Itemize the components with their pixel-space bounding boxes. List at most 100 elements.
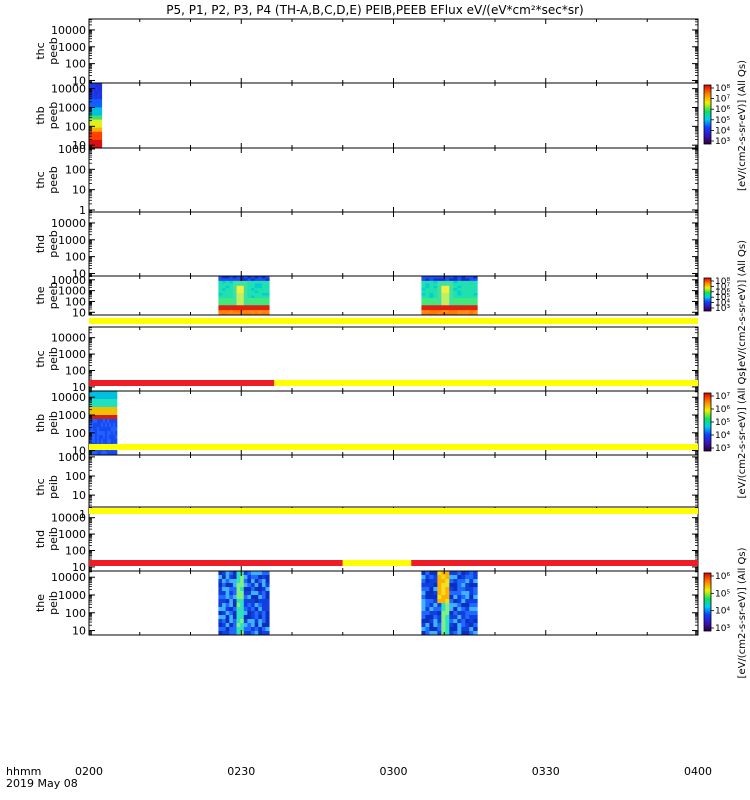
- spectrogram-cell: [247, 305, 252, 309]
- spectrogram-cell: [247, 627, 252, 632]
- spectrogram-cell: [112, 415, 116, 420]
- spectrogram-cell: [89, 119, 92, 125]
- spectrogram-cell: [236, 283, 241, 287]
- spectrogram-cell: [232, 595, 237, 600]
- spectrogram-cell: [254, 285, 259, 289]
- spectrogram-cell: [449, 285, 454, 289]
- spectrogram-cell: [102, 439, 106, 444]
- spectrogram-cell: [112, 423, 116, 428]
- spectrogram-cell: [258, 307, 263, 311]
- spectrogram-cell: [89, 139, 91, 145]
- spectrogram-cell: [265, 587, 270, 592]
- spectrogram-cell: [229, 276, 234, 279]
- spectrogram-cell: [449, 587, 454, 592]
- spectrogram-cell: [461, 591, 466, 596]
- spectrogram-cell: [433, 285, 438, 289]
- panel-the-peib: 10000 1000 100 10 the peib: [34, 570, 699, 638]
- spectrogram-cell: [254, 276, 259, 279]
- spectrogram-cell: [98, 111, 100, 116]
- panel-probe-label: thc: [34, 171, 47, 188]
- spectrogram-cell: [449, 310, 454, 313]
- spectrogram-cell: [102, 431, 106, 436]
- spectrogram-cell: [218, 300, 223, 304]
- spectrogram-cell: [425, 611, 430, 616]
- spectrogram-cell: [457, 310, 462, 313]
- spectrogram-cell: [441, 571, 446, 576]
- spectrogram-cell: [265, 623, 270, 628]
- spectrogram-cell: [225, 312, 230, 316]
- spectrogram-cell: [429, 295, 434, 299]
- y-tick-label: 10: [72, 561, 86, 574]
- spectrogram-cell: [254, 300, 259, 304]
- spectrogram-cell: [441, 305, 446, 309]
- spectrogram-cell: [108, 423, 112, 428]
- spectrogram-cell: [222, 575, 227, 580]
- spectrogram-cell: [433, 631, 438, 636]
- spectrogram-cell: [243, 310, 248, 313]
- spectrogram-cell: [97, 135, 99, 141]
- spectrogram-cell: [425, 627, 430, 632]
- spectrogram-cell: [465, 307, 470, 311]
- spectrogram-cell: [98, 123, 100, 129]
- spectrogram-cell: [225, 615, 230, 620]
- spectrogram-cell: [229, 623, 234, 628]
- time-axis-date: 2019 May 08: [6, 777, 78, 790]
- spectrogram-cell: [425, 603, 430, 608]
- spectrogram-cell: [251, 603, 256, 608]
- spectrogram-cell: [437, 623, 442, 628]
- spectrogram-cell: [96, 419, 100, 424]
- spectrogram-cell: [91, 99, 94, 104]
- spectrogram-cell: [425, 575, 430, 580]
- spectrogram-cell: [100, 427, 104, 432]
- spectrogram-cell: [240, 285, 245, 289]
- y-tick-label: 10000: [51, 571, 86, 584]
- spectrogram-cell: [96, 111, 98, 116]
- spectrogram-cell: [89, 435, 92, 440]
- spectrogram-cell: [114, 411, 118, 416]
- y-tick-label: 100: [65, 163, 86, 176]
- spectrogram-cell: [261, 293, 266, 296]
- spectrogram-cell: [429, 312, 434, 316]
- spectrogram-cell: [96, 119, 98, 125]
- spectrogram-cell: [98, 115, 100, 120]
- spectrogram-cell: [261, 280, 266, 284]
- spectrogram-cell: [247, 297, 252, 301]
- spectrogram-cell: [251, 631, 256, 636]
- spectrogram-cell: [232, 302, 237, 306]
- spectrogram-cell: [92, 427, 96, 432]
- spectrogram-cell: [98, 143, 101, 149]
- spectrogram-cell: [225, 288, 230, 292]
- spectrogram-cell: [94, 107, 96, 112]
- spectrogram-cell: [425, 310, 430, 313]
- time-tick-label: 0230: [227, 765, 255, 778]
- spectrogram-cell: [473, 288, 478, 292]
- spectrogram-cell: [445, 595, 450, 600]
- y-tick-label: 100: [65, 544, 86, 557]
- spectrogram-cell: [465, 302, 470, 306]
- spectrogram-cell: [265, 278, 270, 282]
- spectrogram-cell: [469, 583, 474, 588]
- panel-probe-label: thc: [34, 42, 47, 59]
- spectrogram-cell: [92, 87, 94, 92]
- spectrogram-cell: [457, 615, 462, 620]
- spectrogram-cell: [453, 623, 458, 628]
- spectrogram-cell: [445, 619, 450, 624]
- spectrogram-cell: [469, 305, 474, 309]
- spectrogram-cell: [425, 280, 430, 284]
- spectrogram-cell: [265, 583, 270, 588]
- spectrogram-cell: [247, 615, 252, 620]
- spectrogram-cell: [461, 288, 466, 292]
- spectrogram-cell: [112, 451, 116, 456]
- spectrogram-cell: [218, 591, 223, 596]
- spectrogram-cell: [437, 611, 442, 616]
- panel-probe-label: the: [34, 594, 47, 612]
- spectrogram-cell: [92, 115, 94, 120]
- spectrogram-cell: [225, 579, 230, 584]
- spectrogram-cell: [232, 307, 237, 311]
- flag-bar-segment: [89, 380, 275, 386]
- spectrogram-cell: [453, 310, 458, 313]
- spectrogram-cell: [92, 415, 96, 420]
- spectrogram-cell: [97, 111, 99, 116]
- panel-background: [89, 148, 698, 212]
- spectrogram-cell: [265, 627, 270, 632]
